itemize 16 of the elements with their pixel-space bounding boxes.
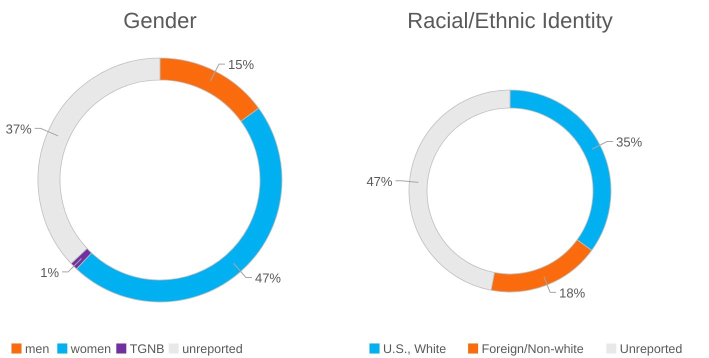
- chart-title: Gender: [123, 8, 197, 33]
- data-label: 18%: [559, 285, 586, 300]
- legend-label: Unreported: [620, 342, 682, 356]
- data-label: 35%: [616, 134, 643, 150]
- data-label: 1%: [40, 264, 60, 280]
- legend-label: TGNB: [130, 342, 165, 356]
- legend-label: U.S., White: [383, 342, 446, 356]
- legend-label: Foreign/Non-white: [482, 342, 584, 356]
- data-label: 47%: [366, 174, 393, 189]
- data-label: 47%: [254, 270, 282, 286]
- data-label: 37%: [6, 121, 32, 136]
- legend-label: men: [25, 342, 50, 356]
- legend-label: women: [70, 342, 112, 356]
- chart-title: Racial/Ethnic Identity: [407, 8, 613, 33]
- data-label: 15%: [228, 57, 254, 72]
- legend-label: unreported: [182, 342, 243, 356]
